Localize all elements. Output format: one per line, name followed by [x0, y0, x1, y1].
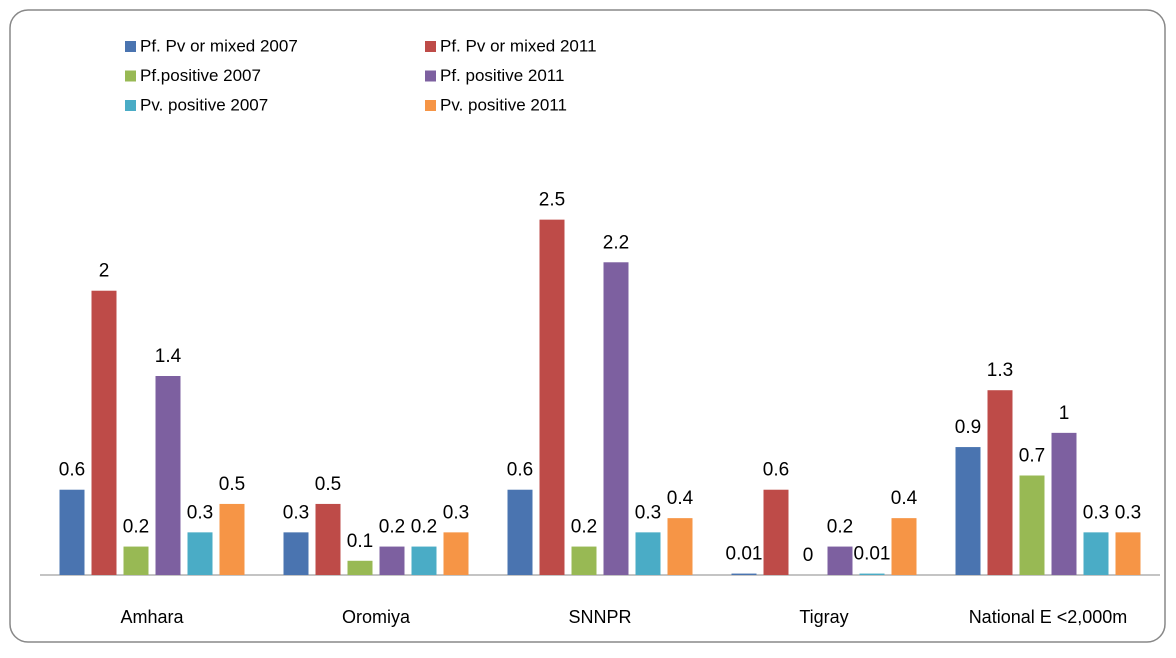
data-label: 0.3	[635, 502, 661, 523]
data-label: 0.6	[59, 460, 85, 481]
data-label: 2.5	[539, 190, 565, 211]
bar	[635, 532, 661, 575]
data-label: 0.2	[571, 517, 597, 538]
legend-label: Pf. positive 2011	[440, 66, 564, 85]
x-tick-label: SNNPR	[568, 607, 631, 627]
legend-swatch	[125, 41, 136, 52]
bar	[59, 489, 85, 575]
data-label: 0.2	[411, 517, 437, 538]
data-label: 2	[99, 261, 110, 282]
bar	[539, 219, 565, 575]
bar	[827, 546, 853, 575]
bar	[571, 546, 597, 575]
bar	[667, 518, 693, 575]
bar	[1019, 475, 1045, 575]
bar	[507, 489, 533, 575]
bar	[155, 376, 181, 575]
data-label: 0.3	[1083, 502, 1109, 523]
bar	[859, 573, 885, 575]
x-tick-label: National E <2,000m	[969, 607, 1128, 627]
data-label: 0.2	[123, 517, 149, 538]
legend-swatch	[125, 70, 136, 82]
data-label: 0.01	[854, 544, 891, 565]
bar	[443, 532, 469, 575]
data-label: 0.01	[726, 544, 763, 565]
bar	[411, 546, 437, 575]
bar	[123, 546, 149, 575]
data-label: 0.6	[507, 460, 533, 481]
legend-label: Pv. positive 2011	[440, 95, 567, 114]
legend-label: Pf.positive 2007	[140, 66, 261, 85]
data-label: 0.5	[219, 474, 245, 495]
bar	[987, 390, 1013, 575]
legend-swatch	[125, 100, 136, 111]
data-label: 0.3	[443, 502, 469, 523]
data-label: 1.3	[987, 360, 1013, 381]
bar	[1083, 532, 1109, 575]
legend-label: Pf. Pv or mixed 2011	[440, 36, 597, 55]
bar	[1051, 432, 1077, 575]
x-tick-label: Tigray	[799, 607, 848, 627]
data-label: 0.6	[763, 460, 789, 481]
bar	[379, 546, 405, 575]
bar	[219, 503, 245, 575]
data-label: 0.4	[891, 488, 918, 509]
bar	[1115, 532, 1141, 575]
legend-swatch	[425, 70, 436, 82]
bar	[283, 532, 309, 575]
data-label: 0.1	[347, 531, 373, 552]
data-label: 0.7	[1019, 446, 1045, 467]
data-label: 0.2	[379, 517, 405, 538]
data-label: 0.2	[827, 517, 853, 538]
data-label: 1.4	[155, 346, 182, 367]
legend-swatch	[425, 41, 436, 52]
legend-label: Pv. positive 2007	[140, 95, 268, 114]
bar	[315, 503, 341, 575]
bar	[731, 573, 757, 575]
x-tick-label: Oromiya	[342, 607, 411, 627]
bar	[955, 447, 981, 575]
x-tick-label: Amhara	[120, 607, 184, 627]
data-label: 0.4	[667, 488, 694, 509]
data-label: 1	[1059, 403, 1070, 424]
chart-frame	[9, 9, 1166, 643]
bar	[763, 489, 789, 575]
data-label: 0.5	[315, 474, 341, 495]
bar	[347, 560, 373, 575]
data-label: 0	[803, 545, 814, 566]
data-label: 0.3	[283, 502, 309, 523]
bar	[187, 532, 213, 575]
bar	[891, 518, 917, 575]
data-label: 2.2	[603, 232, 629, 253]
data-label: 0.9	[955, 417, 981, 438]
data-label: 0.3	[1115, 502, 1141, 523]
bar	[91, 290, 117, 575]
bar	[603, 262, 629, 575]
data-label: 0.3	[187, 502, 213, 523]
legend-swatch	[425, 100, 436, 111]
legend-label: Pf. Pv or mixed 2007	[140, 36, 298, 55]
